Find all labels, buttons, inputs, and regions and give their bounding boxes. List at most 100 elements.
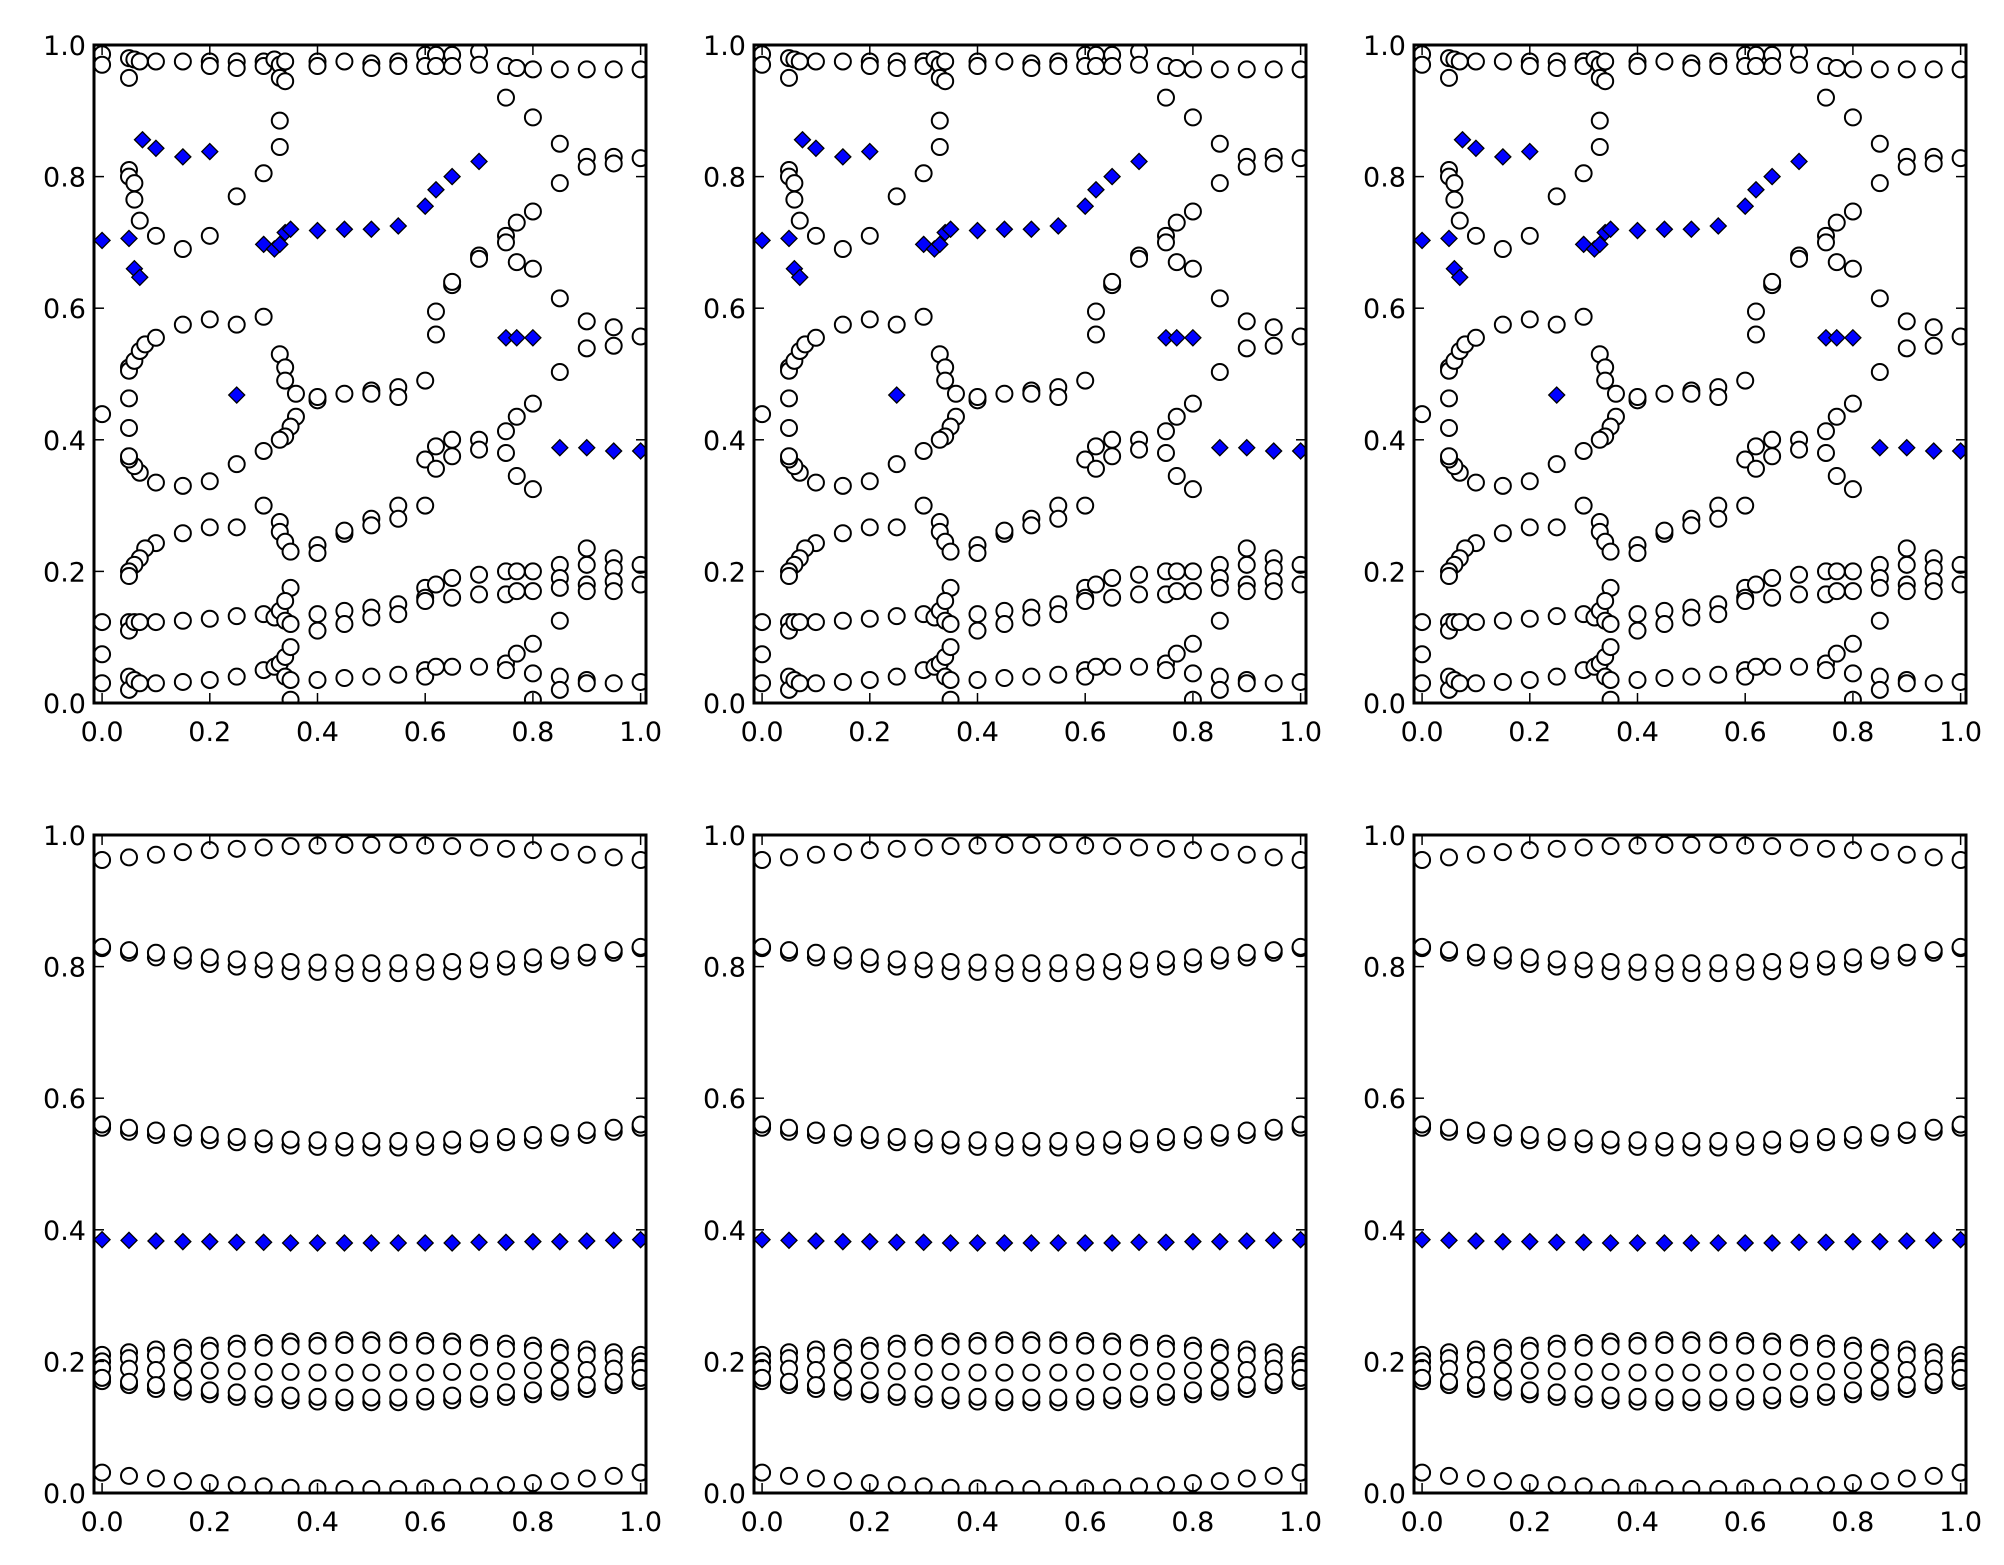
- circle-marker: [1951, 60, 1966, 79]
- diamond-marker: [1709, 217, 1728, 235]
- circle-marker: [496, 1128, 515, 1147]
- circle-marker: [1547, 1128, 1566, 1147]
- circle-marker: [995, 615, 1014, 634]
- circle-marker: [227, 315, 246, 334]
- circle-marker: [523, 1361, 542, 1380]
- circle-marker: [1049, 1480, 1068, 1493]
- circle-marker: [550, 578, 569, 597]
- circle-marker: [1210, 946, 1229, 965]
- circle-marker: [1450, 52, 1469, 71]
- circle-marker: [1156, 1383, 1175, 1402]
- circle-marker: [1076, 1363, 1095, 1382]
- y-tick-label: 0.2: [1363, 557, 1406, 588]
- circle-marker: [550, 174, 569, 193]
- circle-marker: [968, 1387, 987, 1406]
- circle-marker: [1167, 213, 1186, 232]
- markers: [94, 835, 646, 1493]
- circle-marker: [1843, 480, 1862, 499]
- circle-marker: [254, 164, 273, 183]
- diamond-marker: [1827, 328, 1846, 347]
- circle-marker: [335, 835, 354, 854]
- circle-marker: [1763, 57, 1782, 76]
- circle-marker: [1547, 1476, 1566, 1493]
- circle-marker: [1763, 272, 1782, 291]
- diamond-marker: [1467, 139, 1485, 158]
- circle-marker: [173, 315, 192, 334]
- x-tick-label: 0.0: [81, 1507, 124, 1538]
- circle-marker: [1520, 948, 1539, 967]
- circle-marker: [523, 259, 542, 278]
- x-tick-label: 0.6: [404, 1507, 447, 1538]
- circle-marker: [254, 951, 273, 970]
- circle-marker: [1816, 661, 1835, 680]
- diamond-marker: [1924, 442, 1943, 460]
- circle-marker: [523, 562, 542, 581]
- circle-marker: [94, 405, 112, 424]
- circle-marker: [1237, 1469, 1256, 1488]
- diamond-marker: [550, 438, 569, 457]
- circle-marker: [200, 57, 219, 76]
- circle-marker: [1682, 608, 1701, 627]
- circle-marker: [968, 953, 987, 972]
- circle-marker: [995, 668, 1014, 687]
- circle-marker: [1746, 57, 1765, 76]
- diamond-marker: [914, 1233, 933, 1252]
- circle-marker: [806, 1121, 825, 1140]
- circle-marker: [523, 60, 542, 79]
- diamond-marker: [1087, 180, 1105, 199]
- circle-marker: [995, 1480, 1014, 1493]
- diamond-marker: [1590, 235, 1609, 254]
- circle-marker: [550, 1343, 569, 1362]
- circle-marker: [1049, 605, 1068, 624]
- circle-marker: [146, 1469, 165, 1488]
- circle-marker: [1130, 55, 1149, 74]
- diamond-marker: [941, 220, 960, 239]
- circle-marker: [1951, 555, 1966, 574]
- circle-marker: [1167, 466, 1186, 485]
- circle-marker: [1086, 437, 1105, 456]
- circle-marker: [254, 1477, 273, 1493]
- circle-marker: [577, 674, 596, 693]
- circle-marker: [254, 1129, 273, 1148]
- circle-marker: [335, 384, 354, 403]
- circle-marker: [1682, 1480, 1701, 1493]
- circle-marker: [523, 948, 542, 967]
- circle-marker: [1086, 575, 1105, 594]
- circle-marker: [1709, 605, 1728, 624]
- circle-marker: [1790, 1338, 1809, 1357]
- y-tick-label: 1.0: [703, 31, 746, 62]
- circle-marker: [1601, 952, 1620, 971]
- circle-marker: [125, 174, 144, 193]
- circle-marker: [550, 1124, 569, 1143]
- diamond-marker: [1453, 130, 1472, 149]
- circle-marker: [1210, 843, 1229, 862]
- circle-marker: [389, 57, 408, 76]
- circle-marker: [604, 941, 623, 960]
- diamond-marker: [133, 130, 152, 149]
- circle-marker: [1843, 60, 1862, 79]
- circle-marker: [276, 371, 295, 390]
- circle-marker: [227, 518, 246, 537]
- circle-marker: [577, 943, 596, 962]
- circle-marker: [1924, 848, 1943, 867]
- circle-marker: [146, 328, 165, 347]
- circle-marker: [1709, 1388, 1728, 1407]
- circle-marker: [416, 1336, 435, 1355]
- circle-marker: [1870, 363, 1889, 382]
- circle-marker: [281, 1386, 300, 1405]
- circle-marker: [1167, 59, 1186, 78]
- circle-marker: [1736, 953, 1755, 972]
- circle-marker: [1103, 1130, 1122, 1149]
- circle-marker: [1682, 667, 1701, 686]
- circle-marker: [1167, 644, 1186, 663]
- circle-marker: [780, 1372, 799, 1391]
- circle-marker: [631, 1115, 646, 1134]
- circle-marker: [443, 837, 462, 856]
- circle-marker: [1210, 174, 1229, 193]
- circle-marker: [1843, 394, 1862, 413]
- circle-marker: [1156, 950, 1175, 969]
- circle-marker: [335, 1388, 354, 1407]
- circle-marker: [930, 111, 949, 130]
- x-tick-label: 0.2: [848, 717, 891, 748]
- circle-marker: [1440, 389, 1459, 408]
